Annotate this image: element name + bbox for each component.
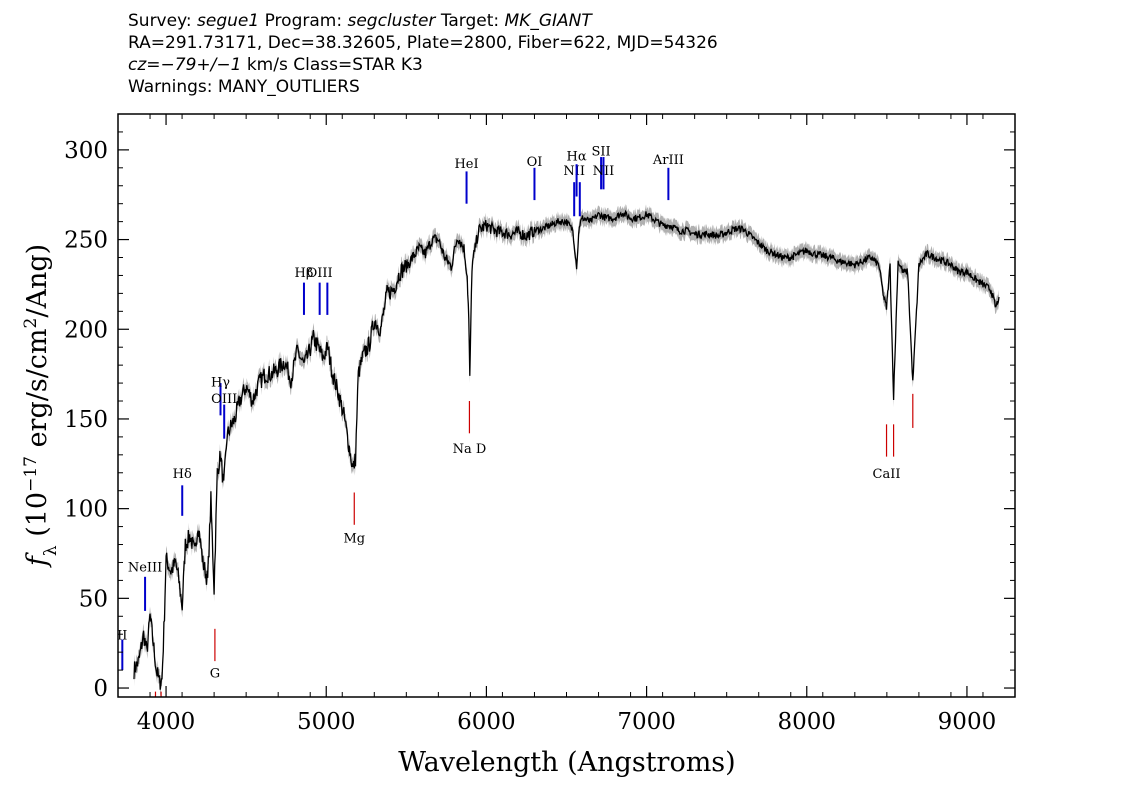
y-tick-label: 100	[64, 497, 108, 523]
error-band	[134, 204, 999, 697]
x-tick-label: 7000	[617, 709, 676, 735]
x-tick-label: 9000	[938, 709, 997, 735]
redshift-value: cz=−79+/−1	[128, 55, 242, 75]
y-tick-label: 50	[79, 586, 108, 612]
y-tick-label: 150	[64, 407, 108, 433]
line-label: CaII	[873, 467, 901, 482]
header-line-survey: Survey: segue1 Program: segcluster Targe…	[128, 10, 718, 32]
line-label: Na D	[453, 442, 487, 457]
survey-label: Survey:	[128, 11, 192, 31]
y-tick-label: 0	[93, 676, 108, 702]
spectrum-header: Survey: segue1 Program: segcluster Targe…	[128, 10, 718, 98]
line-label: HeI	[454, 157, 478, 172]
header-line-coordinates: RA=291.73171, Dec=38.32605, Plate=2800, …	[128, 33, 718, 53]
target-value: MK_GIANT	[504, 11, 592, 31]
line-label: SII	[592, 144, 611, 159]
line-label: II	[117, 629, 127, 644]
header-line-redshift: cz=−79+/−1 km/s Class=STAR K3	[128, 54, 718, 76]
line-label: Mg	[343, 532, 365, 547]
x-tick-label: 6000	[457, 709, 516, 735]
x-tick-label: 8000	[777, 709, 836, 735]
line-label: OI	[527, 155, 543, 170]
line-label: NeIII	[128, 560, 162, 575]
line-label: NII	[593, 164, 615, 179]
line-label: Hγ	[211, 376, 230, 391]
line-label: ArIII	[652, 153, 684, 168]
line-label: Hα	[567, 150, 587, 165]
class-value: km/s Class=STAR K3	[246, 55, 423, 75]
line-label: OIII	[307, 266, 333, 281]
y-tick-label: 200	[64, 317, 108, 343]
x-axis-label: Wavelength (Angstroms)	[398, 747, 735, 778]
line-label: OIII	[211, 392, 237, 407]
header-line-warnings: Warnings: MANY_OUTLIERS	[128, 77, 360, 97]
program-label: Program:	[264, 11, 343, 31]
target-label: Target:	[440, 11, 500, 31]
x-tick-label: 4000	[137, 709, 196, 735]
y-axis-label: fλ (10−17 erg/s/cm2/Ang)	[21, 244, 61, 568]
survey-value: segue1	[197, 11, 260, 31]
y-tick-label: 250	[64, 228, 108, 254]
axis-ticks: 4000 5000 6000 7000 8000 9000 0 50 100 150 200 250 3…	[64, 114, 1016, 735]
line-label: Hβ	[295, 266, 314, 281]
y-tick-label: 300	[64, 138, 108, 164]
program-value: segcluster	[347, 11, 436, 31]
line-label: G	[210, 666, 220, 681]
line-label: NII	[563, 164, 585, 179]
spectrum-line	[133, 209, 1000, 690]
x-tick-label: 5000	[297, 709, 356, 735]
line-label: Hδ	[173, 467, 192, 482]
